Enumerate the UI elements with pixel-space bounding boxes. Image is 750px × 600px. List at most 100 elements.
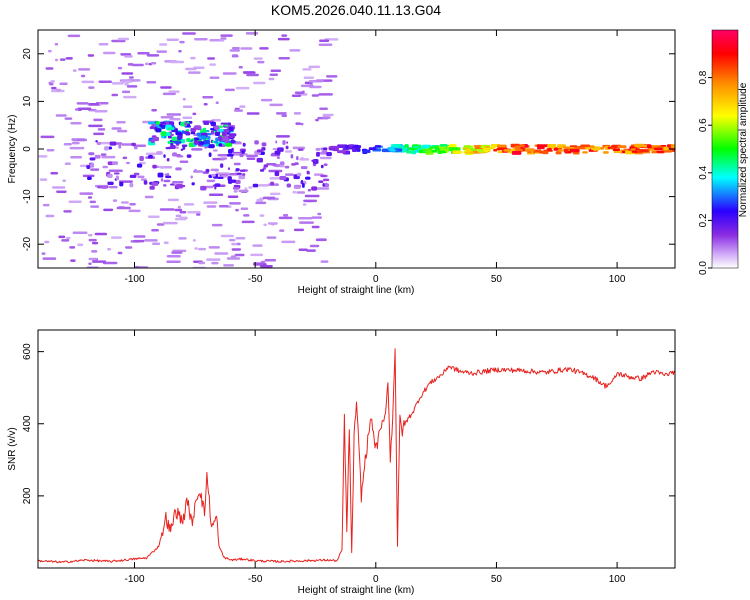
spectrogram-noise-cell	[240, 207, 249, 211]
spectrogram-noise-cell	[179, 216, 188, 220]
spectrogram-noise-cell	[192, 112, 197, 116]
spectrogram-noise-cell	[162, 92, 176, 96]
spectrogram-noise-cell	[208, 193, 224, 197]
spectrogram-blob-cell	[149, 185, 155, 190]
spectrogram-noise-cell	[262, 167, 267, 170]
spectrogram-blob-cell	[241, 149, 245, 154]
spectrogram-blob-cell	[166, 158, 170, 162]
spectrogram-cluster-cell	[221, 131, 226, 137]
spectrogram-noise-cell	[191, 148, 203, 151]
spectrogram-noise-cell	[307, 188, 312, 192]
spectrogram-trace-cell	[612, 148, 621, 152]
spectrogram-noise-cell	[207, 57, 216, 60]
spectrogram-blob-cell	[275, 140, 278, 144]
spectrogram-cluster-cell	[203, 121, 210, 126]
spectrogram-noise-cell	[68, 200, 82, 204]
spectrogram-blob-cell	[270, 181, 275, 186]
spectrogram-trace-cell	[497, 144, 507, 149]
spectrogram-noise-cell	[266, 162, 277, 166]
spectrogram-noise-cell	[124, 55, 133, 58]
spectrogram-blob-cell	[107, 181, 114, 185]
spectrogram-noise-cell	[220, 234, 234, 238]
spectrogram-noise-cell	[309, 244, 320, 248]
spectrogram-noise-cell	[296, 191, 306, 194]
spectrogram-blob-cell	[172, 152, 178, 157]
spectrogram-noise-cell	[246, 73, 259, 77]
spectrogram-noise-cell	[70, 156, 83, 159]
spectrogram-blob-cell	[170, 144, 176, 149]
spectrogram-noise-cell	[311, 225, 320, 229]
spectrogram-noise-cell	[54, 43, 59, 46]
spectrogram-blob-cell	[274, 165, 280, 168]
spectrogram-noise-cell	[315, 118, 319, 122]
spectrogram-heat-layer	[38, 32, 675, 268]
spectrogram-noise-cell	[163, 241, 169, 245]
spectrogram-blob-cell	[261, 142, 267, 147]
spectrogram-blob-cell	[286, 141, 289, 144]
spectrogram-trace-cell	[480, 145, 485, 149]
spectrogram-x-tick-label: 100	[609, 274, 626, 285]
spectrogram-noise-cell	[271, 223, 275, 226]
spectrogram-noise-cell	[151, 229, 159, 232]
snr-x-tick-label: 50	[491, 574, 503, 585]
spectrogram-noise-cell	[220, 37, 227, 40]
spectrogram-blob-cell	[111, 161, 119, 165]
spectrogram-blob-cell	[165, 147, 172, 150]
spectrogram-noise-cell	[137, 175, 145, 179]
spectrogram-noise-cell	[233, 190, 238, 193]
spectrogram-noise-cell	[182, 97, 186, 101]
spectrogram-trace-cell	[425, 151, 434, 155]
spectrogram-blob-cell	[285, 145, 289, 150]
spectrogram-blob-cell	[136, 163, 143, 168]
spectrogram-blob-cell	[326, 151, 332, 157]
spectrogram-noise-cell	[300, 122, 304, 126]
spectrogram-noise-cell	[179, 40, 185, 44]
spectrogram-trace-cell	[418, 149, 424, 154]
spectrogram-blob-cell	[96, 141, 102, 146]
spectrogram-noise-cell	[263, 223, 267, 227]
colorbar-tick-label: 0.6	[698, 118, 709, 132]
spectrogram-noise-cell	[217, 153, 230, 157]
spectrogram-noise-cell	[169, 60, 185, 64]
spectrogram-noise-cell	[120, 53, 132, 56]
spectrogram-noise-cell	[241, 220, 255, 224]
spectrogram-cluster-cell	[203, 139, 211, 144]
spectrogram-trace-cell	[542, 150, 549, 155]
spectrogram-noise-cell	[309, 82, 313, 85]
spectrogram-blob-cell	[126, 161, 130, 165]
spectrogram-noise-cell	[144, 239, 158, 242]
spectrogram-noise-cell	[188, 71, 201, 74]
spectrogram-noise-cell	[91, 250, 98, 253]
spectrogram-blob-cell	[191, 182, 195, 186]
spectrogram-blob-cell	[214, 169, 219, 172]
spectrogram-trace-cell	[547, 144, 557, 148]
spectrogram-trace-cell	[478, 149, 484, 153]
spectrogram-blob-cell	[274, 171, 280, 177]
spectrogram-noise-cell	[150, 61, 157, 65]
spectrogram-noise-cell	[226, 257, 241, 260]
spectrogram-trace-cell	[368, 147, 377, 150]
spectrogram-cluster-cell	[210, 130, 214, 135]
spectrogram-x-tick-label: 0	[373, 274, 379, 285]
spectrogram-blob-cell	[220, 163, 224, 168]
spectrogram-blob-cell	[321, 149, 328, 155]
spectrogram-noise-cell	[55, 114, 67, 117]
spectrogram-noise-cell	[133, 144, 147, 147]
spectrogram-noise-cell	[183, 203, 195, 206]
spectrogram-blob-cell	[181, 144, 188, 147]
spectrogram-noise-cell	[94, 232, 107, 236]
spectrogram-noise-cell	[303, 76, 315, 80]
spectrogram-noise-cell	[206, 205, 217, 208]
spectrogram-noise-cell	[235, 86, 250, 90]
spectrogram-noise-cell	[159, 43, 168, 46]
spectrogram-y-tick-label: -20	[22, 237, 33, 252]
spectrogram-blob-cell	[129, 174, 137, 178]
spectrogram-noise-cell	[121, 143, 133, 146]
spectrogram-trace-cell	[630, 148, 636, 151]
spectrogram-noise-cell	[218, 205, 229, 208]
spectrogram-trace-cell	[490, 145, 496, 149]
spectrogram-noise-cell	[320, 79, 333, 82]
spectrogram-noise-cell	[298, 248, 308, 252]
spectrogram-noise-cell	[205, 185, 214, 189]
spectrogram-noise-cell	[112, 199, 118, 202]
